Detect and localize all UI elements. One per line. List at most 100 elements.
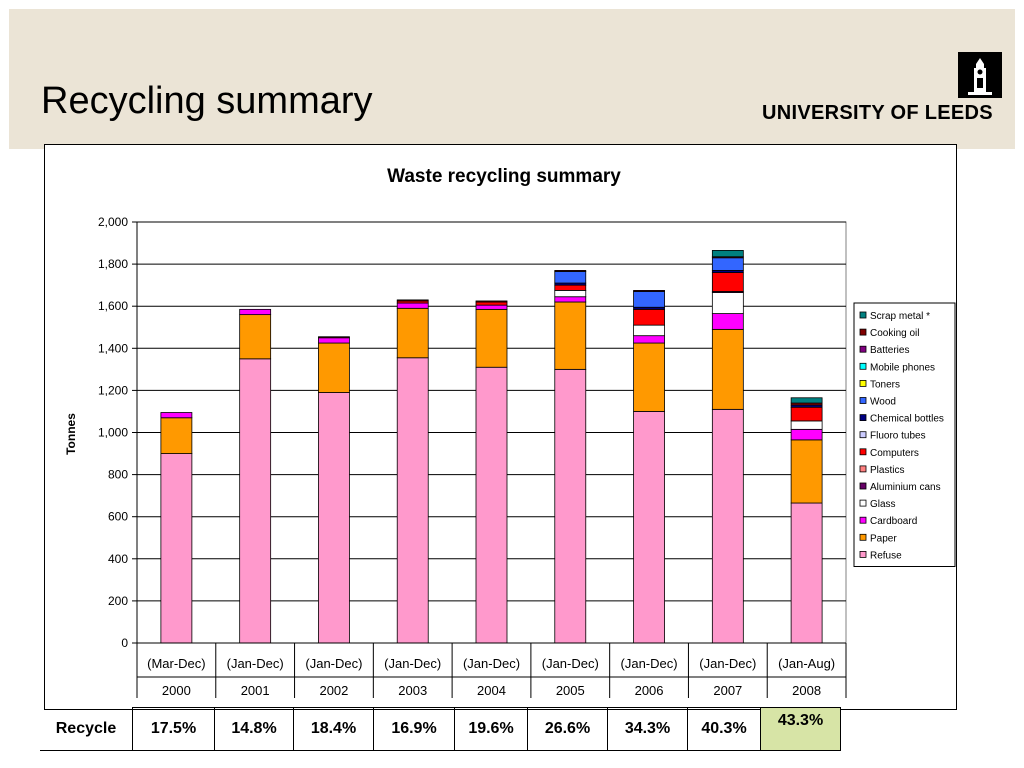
recycle-cell: 17.5%	[132, 707, 215, 751]
bar-segment	[554, 301, 587, 370]
x-category-period: (Jan-Dec)	[463, 656, 520, 671]
legend-label: Refuse	[870, 550, 902, 561]
y-tick-label: 400	[108, 552, 128, 566]
legend-label: Batteries	[870, 345, 909, 356]
legend-label: Mobile phones	[870, 362, 935, 373]
bar-segment	[160, 417, 193, 454]
recycle-cell: 18.4%	[293, 707, 374, 751]
x-category-period: (Jan-Dec)	[542, 656, 599, 671]
slide-title: Recycling summary	[41, 80, 373, 122]
bar-segment	[633, 290, 665, 292]
y-tick-label: 2,000	[98, 215, 128, 229]
header-band	[9, 9, 1015, 149]
bar-segment	[554, 290, 587, 298]
bar-segment	[160, 453, 193, 644]
bar-segment	[711, 408, 744, 644]
bar-segment	[711, 328, 744, 410]
bar-segment	[554, 284, 587, 291]
bar-segment	[318, 342, 350, 393]
bar-segment	[475, 300, 508, 303]
legend-label: Fluoro tubes	[870, 431, 926, 442]
x-category-period: (Jan-Dec)	[699, 656, 756, 671]
bar-segment	[790, 397, 823, 404]
y-tick-label: 200	[108, 594, 128, 608]
y-tick-label: 1,600	[98, 299, 128, 313]
bar-segment	[633, 308, 665, 326]
x-category-year: 2001	[241, 683, 270, 698]
bar-segment	[396, 307, 429, 359]
bar-segment	[711, 272, 744, 292]
bar-segment	[318, 337, 350, 344]
bar-segment	[475, 308, 508, 368]
bar-segment	[790, 502, 823, 644]
bar-segment	[239, 358, 272, 644]
bar-segment	[711, 257, 744, 271]
bar-segment	[711, 313, 744, 330]
legend-swatch	[859, 397, 867, 404]
bar-segment	[239, 314, 272, 360]
x-category-period: (Jan-Dec)	[305, 656, 362, 671]
recycle-cell-highlight: 43.3%	[760, 707, 841, 751]
legend-swatch	[859, 362, 867, 370]
legend-swatch	[859, 533, 867, 541]
legend-label: Aluminium cans	[870, 482, 941, 493]
bar-segment	[790, 406, 823, 422]
bar-segment	[318, 392, 350, 644]
bar-segment	[554, 270, 587, 272]
tower-crest-icon	[958, 52, 1002, 98]
bar-segment	[396, 299, 429, 302]
y-tick-label: 800	[108, 468, 128, 482]
x-category-period: (Jan-Dec)	[227, 656, 284, 671]
legend-label: Plastics	[870, 465, 904, 476]
x-category-year: 2005	[556, 683, 585, 698]
x-category-period: (Jan-Dec)	[621, 656, 678, 671]
y-tick-label: 600	[108, 510, 128, 524]
x-category-period: (Mar-Dec)	[147, 656, 206, 671]
x-category-year: 2000	[162, 683, 191, 698]
legend-box	[853, 302, 956, 567]
x-category-year: 2006	[635, 683, 664, 698]
recycle-cell: 26.6%	[527, 707, 608, 751]
legend-label: Glass	[870, 499, 896, 510]
legend-swatch	[859, 431, 867, 439]
legend-swatch	[859, 311, 867, 319]
x-category-year: 2008	[792, 683, 821, 698]
legend-swatch	[859, 328, 867, 336]
recycle-cell: 16.9%	[373, 707, 455, 751]
recycle-cell: 40.3%	[687, 707, 761, 751]
bar-segment	[633, 411, 665, 644]
legend-label: Chemical bottles	[870, 414, 944, 425]
legend-swatch	[859, 448, 867, 456]
bar-segment	[790, 439, 823, 504]
legend-swatch	[859, 379, 867, 387]
bar-segment	[633, 324, 665, 337]
bar-segment	[633, 335, 665, 344]
bar-segment	[554, 271, 587, 284]
legend-swatch	[859, 482, 867, 490]
y-tick-label: 1,400	[98, 341, 128, 355]
legend-swatch	[859, 414, 867, 422]
legend-swatch	[859, 465, 867, 473]
recycle-row-label: Recycle	[40, 707, 133, 751]
bar-segment	[790, 428, 823, 441]
x-category-year: 2007	[713, 683, 742, 698]
bar-segment	[318, 336, 350, 339]
bar-segment	[239, 308, 272, 316]
bar-segment	[554, 296, 587, 303]
university-logo: UNIVERSITY OF LEEDS	[762, 52, 1007, 124]
logo-text: UNIVERSITY OF LEEDS	[762, 102, 993, 124]
y-tick-label: 1,000	[98, 426, 128, 440]
legend-swatch	[859, 550, 867, 558]
recycle-percentage-table: Recycle 17.5% 14.8% 18.4% 16.9% 19.6% 26…	[40, 707, 841, 751]
waste-recycling-chart: Waste recycling summary Tonnes 0 200 400 60…	[64, 166, 956, 698]
bar-segment	[790, 420, 823, 430]
legend-swatch	[859, 499, 867, 507]
legend: Scrap metal * Cooking oil Batteries Mobile …	[853, 302, 956, 567]
x-category-year: 2002	[319, 683, 348, 698]
recycle-cell: 14.8%	[214, 707, 294, 751]
y-tick-label: 1,800	[98, 257, 128, 271]
recycle-cell: 19.6%	[454, 707, 528, 751]
x-category-period: (Jan-Dec)	[384, 656, 441, 671]
recycle-row: Recycle 17.5% 14.8% 18.4% 16.9% 19.6% 26…	[40, 707, 841, 751]
x-category-year: 2004	[477, 683, 506, 698]
